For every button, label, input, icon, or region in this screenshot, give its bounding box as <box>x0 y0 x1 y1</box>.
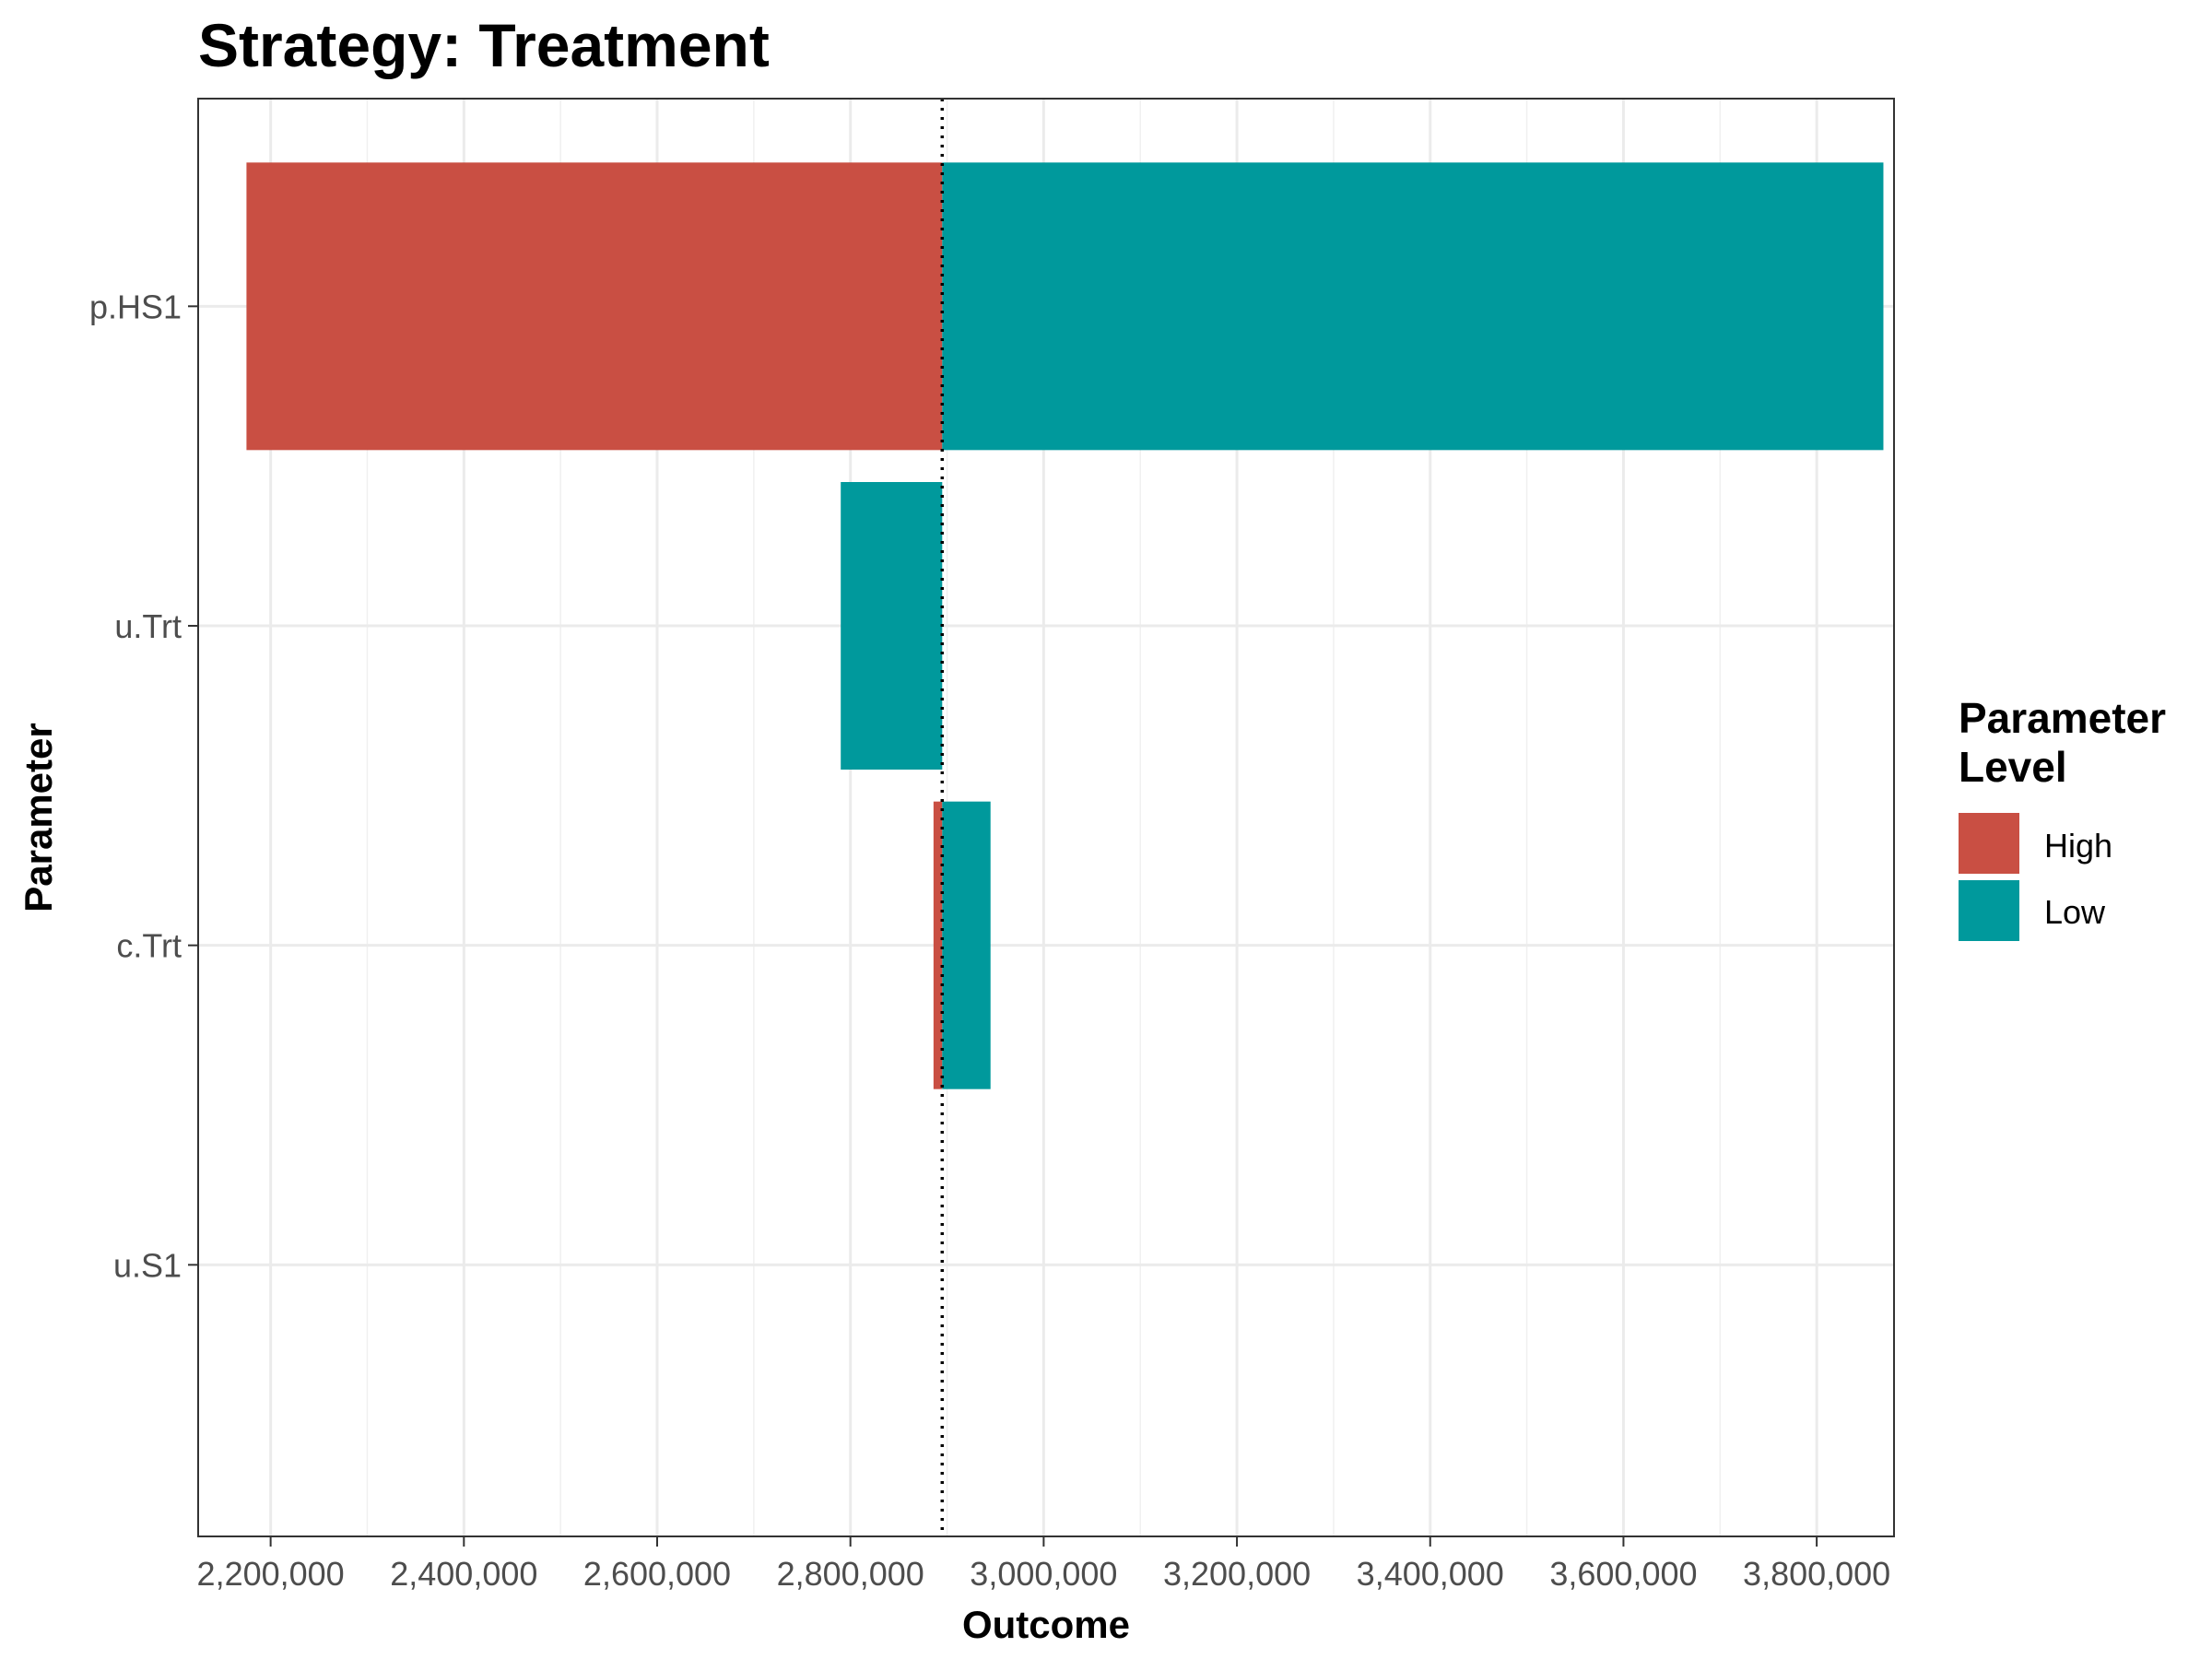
x-tick-label: 2,200,000 <box>197 1555 345 1593</box>
x-tick-label: 3,400,000 <box>1357 1555 1504 1593</box>
chart-title: Strategy: Treatment <box>198 11 770 79</box>
bars <box>246 162 1884 1089</box>
bar-low-c-trt <box>942 801 991 1089</box>
bar-low-u-trt <box>841 482 943 770</box>
legend: Parameter Level High Low <box>1959 694 2166 941</box>
y-tick-label-c-trt: c.Trt <box>116 927 182 965</box>
y-tick-label-p-hs1: p.HS1 <box>89 288 182 325</box>
x-tick-label: 3,200,000 <box>1163 1555 1311 1593</box>
legend-label-high: High <box>2044 827 2112 865</box>
legend-title-line-2: Level <box>1959 743 2067 791</box>
legend-label-low: Low <box>2044 893 2106 931</box>
x-tick-label: 3,000,000 <box>970 1555 1117 1593</box>
y-tick-label-u-trt: u.Trt <box>114 607 182 645</box>
x-tick-label: 3,600,000 <box>1549 1555 1697 1593</box>
x-axis-title: Outcome <box>962 1603 1130 1646</box>
bar-low-p-hs1 <box>942 162 1884 451</box>
y-tick-label-u-s1: u.S1 <box>113 1246 182 1284</box>
x-tick-label: 2,400,000 <box>390 1555 537 1593</box>
legend-key-low <box>1959 880 2019 941</box>
x-tick-label: 2,800,000 <box>777 1555 924 1593</box>
x-axis: 2,200,000 2,400,000 2,600,000 2,800,000 3,00… <box>197 1536 1890 1593</box>
bar-high-c-trt <box>933 801 943 1089</box>
legend-key-high <box>1959 813 2019 874</box>
y-axis: p.HS1 u.Trt c.Trt u.S1 <box>89 288 198 1284</box>
legend-title-line-1: Parameter <box>1959 694 2166 742</box>
x-tick-label: 2,600,000 <box>583 1555 731 1593</box>
plot-border <box>197 98 1895 1537</box>
x-tick-label: 3,800,000 <box>1743 1555 1890 1593</box>
bar-high-p-hs1 <box>246 162 943 451</box>
y-axis-title: Parameter <box>17 723 60 912</box>
